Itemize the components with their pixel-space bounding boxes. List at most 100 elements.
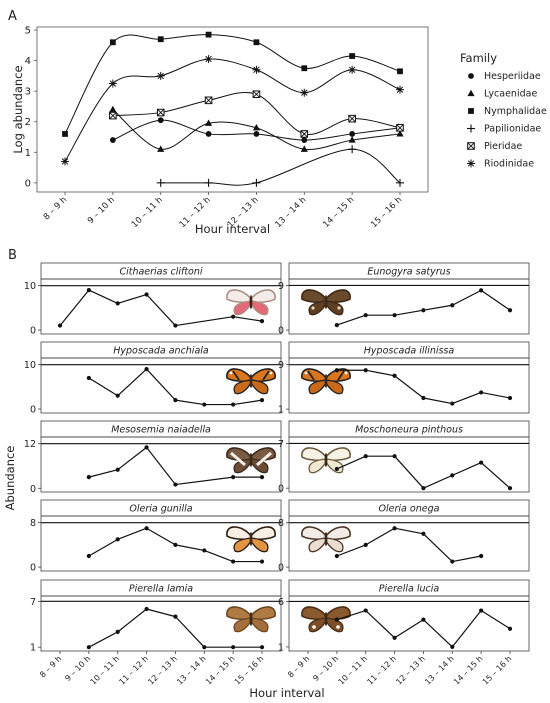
- facet-oleria-gunilla: Oleria gunilla 0 8: [30, 499, 282, 574]
- facet-line-segment: [117, 293, 147, 304]
- facet-line-segment: [365, 527, 395, 546]
- data-point-nymphalidae: [349, 53, 356, 59]
- facet-data-point: [115, 629, 120, 635]
- facet-x-tick-label: 13 – 14 h: [175, 654, 208, 687]
- facet-plot-border: [288, 595, 530, 652]
- facet-title: Oleria onega: [379, 504, 440, 515]
- facet-data-point: [392, 454, 397, 459]
- facet-line-segment: [394, 375, 424, 399]
- facet-line-segment: [146, 447, 176, 485]
- data-point-lycaenidae: [300, 145, 308, 152]
- data-point-riodinidae: [300, 88, 309, 97]
- facet-title: Pierella lucia: [379, 584, 440, 595]
- facet-line-segment: [175, 316, 234, 327]
- facet-title: Cithaerias cliftoni: [119, 267, 202, 278]
- facet-line-segment: [423, 474, 453, 489]
- facet-line-segment: [336, 544, 366, 557]
- facet-y-tick-label: 0: [30, 405, 36, 416]
- facet-data-point: [392, 635, 397, 640]
- legend-key-riodinidae: [467, 159, 475, 168]
- facet-line-segment: [394, 619, 424, 639]
- facet-y-tick-label: 0: [278, 326, 284, 337]
- facet-data-point: [363, 313, 368, 318]
- panel-a-y-tick-label: 0: [25, 178, 31, 189]
- facet-data-point: [115, 393, 120, 398]
- data-point-hesperiidae: [301, 137, 308, 143]
- legend-key-pieridae: [467, 142, 475, 150]
- facet-y-tick-label: 1: [278, 405, 284, 416]
- butterfly-image: [301, 447, 351, 474]
- data-point-hesperiidae: [253, 131, 260, 137]
- facet-data-point: [392, 373, 397, 378]
- facet-data-point: [144, 292, 149, 297]
- facet-data-point: [334, 617, 339, 622]
- data-point-nymphalidae: [397, 68, 403, 75]
- legend-title: Family: [460, 51, 497, 65]
- facet-line-segment: [423, 619, 453, 648]
- panel-a-x-tick-label: 13 – 14 h: [273, 195, 308, 230]
- facet-data-point: [259, 398, 265, 403]
- data-point-papilionidae: [156, 178, 165, 187]
- facet-line-segment: [452, 289, 482, 306]
- panel-a-x-tick-label: 10 – 11 h: [130, 195, 165, 230]
- facet-line-segment: [480, 462, 511, 489]
- legend-key-hesperiidae: [468, 73, 474, 79]
- facet-y-tick-label: 9: [278, 360, 284, 371]
- facet-line-segment: [336, 455, 366, 470]
- facet-line-segment: [452, 555, 482, 563]
- facet-x-tick-label: 11 – 12 h: [117, 654, 150, 687]
- facet-data-point: [115, 301, 120, 306]
- facet-line-segment: [88, 289, 118, 304]
- facet-line-segment: [365, 610, 395, 639]
- facet-y-tick-label: 7: [278, 439, 284, 450]
- facet-line-segment: [423, 304, 453, 311]
- facet-plot-border: [40, 278, 282, 335]
- facet-y-tick-label: 7: [30, 597, 36, 608]
- data-point-lycaenidae: [348, 136, 356, 143]
- facet-y-tick-label: 10: [24, 281, 36, 292]
- facet-data-point: [115, 467, 120, 472]
- data-point-riodinidae: [252, 65, 261, 74]
- facet-cithaerias-cliftoni: Cithaerias cliftoni 0 10: [24, 262, 282, 337]
- facet-x-tick-label: 10 – 11 h: [89, 654, 122, 687]
- facet-title: Hyposcada anchiala: [113, 346, 209, 357]
- facet-data-point: [450, 473, 455, 478]
- facet-data-point: [479, 288, 484, 293]
- facet-data-point: [479, 460, 484, 465]
- data-point-hesperiidae: [349, 131, 356, 137]
- data-point-lycaenidae: [157, 145, 165, 152]
- facet-data-point: [507, 486, 513, 491]
- facet-title: Hyposcada illinissa: [364, 346, 455, 357]
- facet-y-tick-label: 0: [278, 484, 284, 495]
- facet-line-segment: [452, 462, 482, 476]
- butterfly-image: [301, 368, 351, 395]
- facet-line-segment: [175, 476, 234, 486]
- facet-data-point: [507, 626, 513, 631]
- facet-y-tick-label: 0: [278, 563, 284, 574]
- panel-b-label: B: [8, 248, 17, 263]
- legend-label-papilionidae: Papilionidae: [484, 124, 541, 135]
- facet-data-point: [421, 617, 426, 622]
- facet-line-segment: [336, 609, 366, 621]
- facet-data-point: [173, 482, 178, 487]
- data-point-nymphalidae: [301, 65, 308, 72]
- facet-data-point: [392, 313, 397, 318]
- facet-data-point: [231, 559, 236, 564]
- facet-y-tick-label: 12: [24, 439, 36, 450]
- data-point-nymphalidae: [205, 31, 212, 38]
- facet-data-point: [421, 486, 426, 491]
- facet-data-point: [202, 402, 207, 407]
- panel-a-y-axis-label: Log abundance: [11, 65, 25, 153]
- legend-label-lycaenidae: Lycaenidae: [484, 89, 537, 100]
- butterfly-image: [226, 526, 276, 553]
- facet-line-segment: [117, 446, 147, 471]
- facet-mesosemia-naiadella: Mesosemia naiadella 0 12: [24, 420, 282, 495]
- butterfly-image: [301, 526, 351, 553]
- facet-line-segment: [146, 294, 176, 326]
- facet-x-tick-label: 9 – 10 h: [311, 654, 340, 683]
- facet-data-point: [421, 395, 426, 401]
- facet-title: Mesosemia naiadella: [111, 425, 211, 436]
- facet-line-segment: [480, 610, 511, 630]
- facet-data-point: [507, 395, 513, 401]
- facet-line-segment: [423, 533, 453, 562]
